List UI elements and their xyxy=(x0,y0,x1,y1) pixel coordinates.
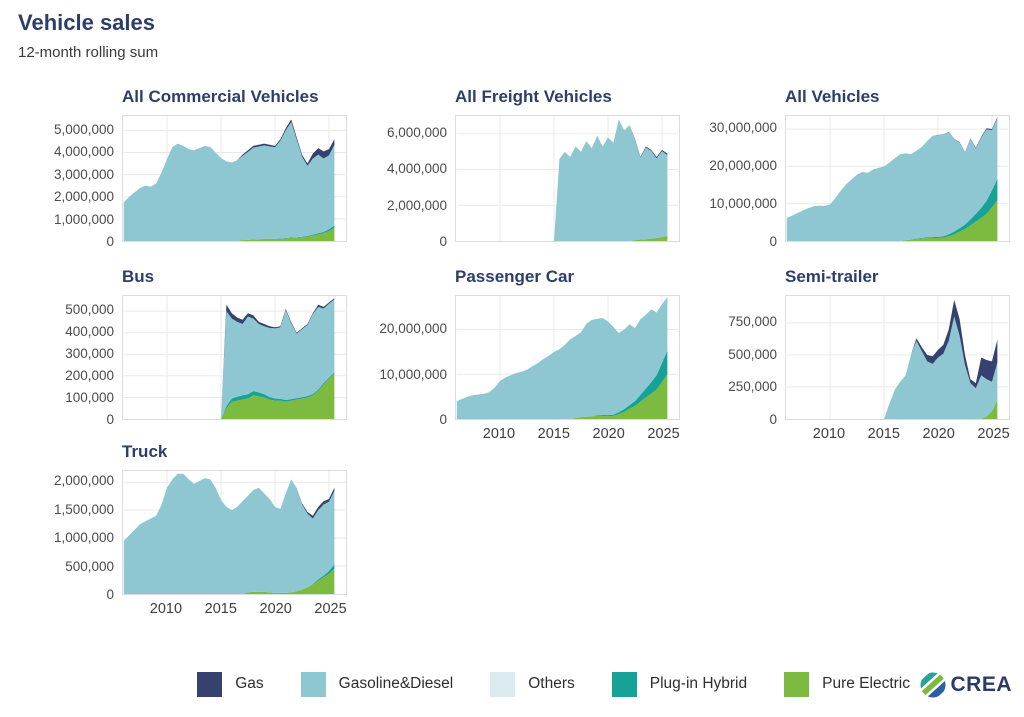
legend-swatch xyxy=(300,671,326,697)
y-tick-label: 500,000 xyxy=(65,558,114,574)
facet-title: All Freight Vehicles xyxy=(455,87,612,106)
y-axis-labels: 0 1,000,000 2,000,000 3,000,000 4,000,000 5,0… xyxy=(14,87,114,249)
legend-swatch xyxy=(197,671,223,697)
stacked-area-plot xyxy=(785,295,1010,420)
legend-swatch xyxy=(490,671,516,697)
y-tick-label: 3,000,000 xyxy=(53,166,114,182)
y-tick-label: 20,000,000 xyxy=(709,158,777,174)
y-axis-labels: 0 10,000,000 20,000,000 xyxy=(347,267,447,446)
y-tick-label: 0 xyxy=(439,412,447,427)
y-tick-label: 1,000,000 xyxy=(53,211,114,227)
page-subtitle: 12-month rolling sum xyxy=(18,44,159,61)
y-tick-label: 10,000,000 xyxy=(379,366,447,382)
facet-title: Truck xyxy=(122,442,168,461)
y-tick-label: 4,000,000 xyxy=(386,161,447,177)
page-title: Vehicle sales xyxy=(18,10,155,35)
facet-title: Bus xyxy=(122,267,155,286)
stacked-area-plot xyxy=(455,115,680,242)
stacked-area-plot xyxy=(122,295,347,420)
legend-item-pure-electric: Pure Electric xyxy=(784,671,910,697)
legend-item-others: Others xyxy=(490,671,575,697)
y-tick-label: 250,000 xyxy=(728,379,777,395)
facet-title: Semi-trailer xyxy=(785,267,879,286)
x-tick-label: 2015 xyxy=(204,601,237,617)
x-tick-label: 2010 xyxy=(482,426,516,442)
y-tick-label: 0 xyxy=(439,234,447,249)
facet-semi-trailer: Semi-trailer 0 250,000 500,000 750,000 2010… xyxy=(677,267,1010,446)
legend-label: Gas xyxy=(235,675,264,692)
legend-item-plug-in-hybrid: Plug-in Hybrid xyxy=(611,671,748,697)
y-axis-labels: 0 250,000 500,000 750,000 xyxy=(677,267,777,446)
facet-title: All Commercial Vehicles xyxy=(122,87,319,106)
stacked-area-plot xyxy=(122,470,347,595)
x-tick-label: 2020 xyxy=(592,426,625,442)
crea-logo: CREA xyxy=(920,672,1012,698)
y-tick-label: 500,000 xyxy=(65,302,114,318)
x-tick-label: 2020 xyxy=(259,601,292,617)
y-tick-label: 300,000 xyxy=(65,346,114,362)
legend-label: Others xyxy=(528,675,575,692)
legend-label: Plug-in Hybrid xyxy=(649,675,748,692)
facet-title: All Vehicles xyxy=(785,87,880,106)
y-tick-label: 400,000 xyxy=(65,324,114,340)
legend-label: Gasoline&Diesel xyxy=(338,675,454,692)
x-tick-label: 2025 xyxy=(314,601,347,617)
y-tick-label: 750,000 xyxy=(728,314,777,330)
x-tick-label: 2025 xyxy=(977,426,1010,442)
y-tick-label: 10,000,000 xyxy=(709,196,777,212)
facet-passenger-car: Passenger Car 0 10,000,000 20,000,000 2010… xyxy=(347,267,680,446)
legend-swatch xyxy=(611,671,637,697)
y-tick-label: 200,000 xyxy=(65,368,114,384)
y-axis-labels: 0 500,000 1,000,000 1,500,000 2,000,000 xyxy=(14,442,114,621)
x-tick-label: 2015 xyxy=(537,426,570,442)
y-tick-label: 0 xyxy=(106,412,114,427)
facet-all-vehicles: All Vehicles 0 10,000,000 20,000,000 30,000… xyxy=(677,87,1010,249)
crea-logo-icon xyxy=(920,672,947,698)
y-axis-labels: 0 10,000,000 20,000,000 30,000,000 xyxy=(677,87,777,249)
legend-item-gasoline-diesel: Gasoline&Diesel xyxy=(300,671,454,697)
y-tick-label: 30,000,000 xyxy=(709,120,777,136)
facet-bus: Bus 0 100,000 200,000 300,000 400,000 500,000 xyxy=(14,267,347,427)
x-tick-label: 2010 xyxy=(812,426,846,442)
facet-all-commercial-vehicles: All Commercial Vehicles 0 1,000,000 2,000,… xyxy=(14,87,347,249)
y-tick-label: 1,000,000 xyxy=(53,530,114,546)
facet-title: Passenger Car xyxy=(455,267,575,286)
chart-legend: Gas Gasoline&Diesel Others Plug-in Hybrid Pu… xyxy=(0,666,910,702)
facet-all-freight-vehicles: All Freight Vehicles 0 2,000,000 4,000,000… xyxy=(347,87,680,249)
y-tick-label: 500,000 xyxy=(728,346,777,362)
legend-swatch xyxy=(784,671,810,697)
y-tick-label: 2,000,000 xyxy=(386,197,447,213)
crea-logo-text: CREA xyxy=(950,673,1012,696)
y-tick-label: 0 xyxy=(769,412,777,427)
legend-item-gas: Gas xyxy=(197,671,264,697)
stacked-area-plot xyxy=(785,115,1010,242)
x-tick-label: 2015 xyxy=(867,426,900,442)
y-tick-label: 0 xyxy=(106,587,114,602)
y-axis-labels: 0 100,000 200,000 300,000 400,000 500,000 xyxy=(14,267,114,427)
y-tick-label: 6,000,000 xyxy=(386,125,447,141)
stacked-area-plot xyxy=(122,115,347,242)
y-tick-label: 2,000,000 xyxy=(53,189,114,205)
x-tick-label: 2020 xyxy=(922,426,955,442)
x-tick-label: 2010 xyxy=(149,601,183,617)
stacked-area-plot xyxy=(455,295,680,420)
y-tick-label: 4,000,000 xyxy=(53,144,114,160)
y-tick-label: 1,500,000 xyxy=(53,501,114,517)
y-tick-label: 0 xyxy=(106,234,114,249)
y-tick-label: 5,000,000 xyxy=(53,121,114,137)
legend-label: Pure Electric xyxy=(822,675,910,692)
facet-truck: Truck 0 500,000 1,000,000 1,500,000 2,000,00… xyxy=(14,442,347,621)
y-tick-label: 100,000 xyxy=(65,390,114,406)
y-tick-label: 2,000,000 xyxy=(53,473,114,489)
y-tick-label: 20,000,000 xyxy=(379,321,447,337)
x-tick-label: 2025 xyxy=(647,426,680,442)
y-axis-labels: 0 2,000,000 4,000,000 6,000,000 xyxy=(347,87,447,249)
y-tick-label: 0 xyxy=(769,234,777,249)
